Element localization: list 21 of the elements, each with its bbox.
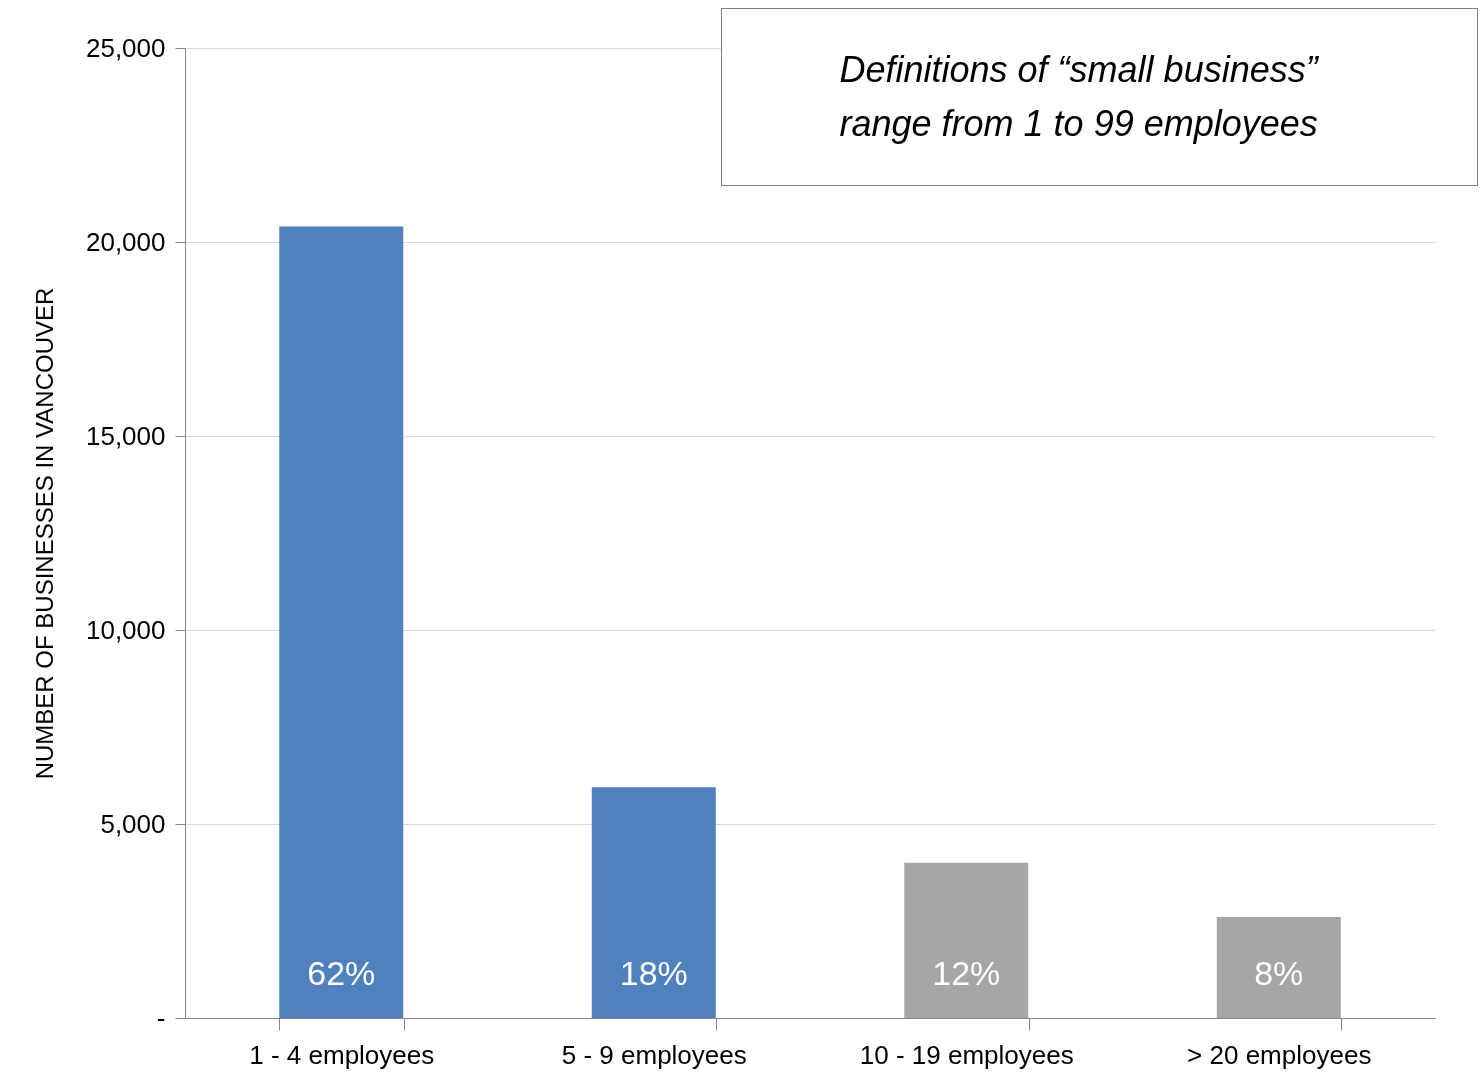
x-tick-label: 5 - 9 employees — [561, 1039, 747, 1070]
y-tick-label: 5,000 — [100, 808, 166, 839]
annotation: Definitions of “small business” range from 1 to 99 employees — [839, 48, 1320, 146]
y-tick-label: - — [156, 1002, 166, 1033]
y-tick-label: 20,000 — [85, 226, 166, 257]
annotation: 8% — [1254, 954, 1304, 992]
bar — [279, 226, 404, 1018]
x-tick-label: 1 - 4 employees — [249, 1039, 435, 1070]
annotation: 62% — [307, 954, 376, 992]
text-box: Definitions of “small business” range from 1 to 99 employees — [721, 8, 1478, 186]
bar — [591, 787, 716, 1018]
bar — [904, 862, 1029, 1018]
annotation: 12% — [932, 954, 1001, 992]
y-tick-label: 10,000 — [85, 614, 166, 645]
x-tick-label: 10 - 19 employees — [859, 1039, 1074, 1070]
y-axis-title: NUMBER OF BUSINESSES IN VANCOUVER — [30, 287, 58, 780]
annotation: 18% — [619, 954, 688, 992]
y-tick-label: 15,000 — [85, 420, 166, 451]
y-tick-label: 25,000 — [85, 32, 166, 63]
x-tick-label: > 20 employees — [1187, 1039, 1372, 1070]
bar — [1216, 917, 1341, 1018]
